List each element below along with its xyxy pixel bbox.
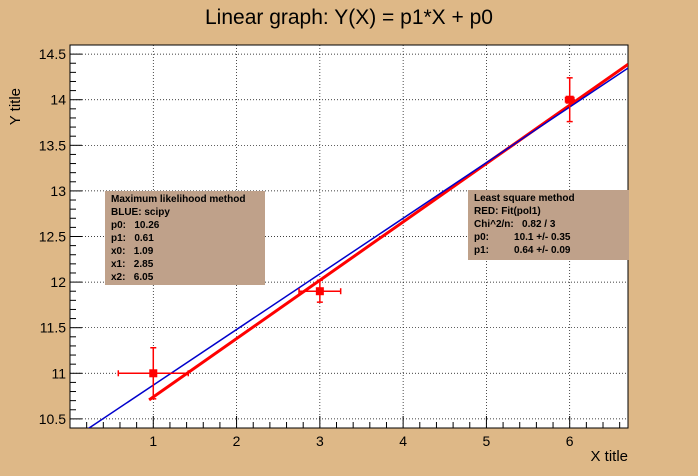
stats-line: RED: Fit(pol1) (474, 206, 541, 217)
x-axis-label: X title (590, 448, 628, 465)
x-tick-label: 4 (399, 433, 407, 449)
data-point (315, 287, 324, 296)
y-tick-label: 13.5 (39, 137, 66, 153)
x-tick-label: 6 (566, 433, 574, 449)
y-tick-label: 13 (50, 183, 66, 199)
stats-line: x0: 1.09 (111, 246, 154, 257)
stats-line: Maximum likelihood method (111, 194, 246, 205)
max-likelihood-stats-box: Maximum likelihood method BLUE: scipy p0… (105, 191, 265, 285)
x-tick-label: 3 (316, 433, 324, 449)
y-tick-label: 12.5 (39, 229, 66, 245)
y-tick-label: 11 (51, 365, 66, 381)
stats-line: BLUE: scipy (111, 207, 170, 218)
y-tick-label: 14.5 (39, 46, 66, 62)
blue-fit-line (87, 67, 628, 428)
data-point (565, 95, 574, 104)
stats-line: p0: 10.1 +/- 0.35 (474, 232, 571, 243)
stats-line: Chi^2/n: 0.82 / 3 (474, 219, 556, 230)
stats-line: p0: 10.26 (111, 220, 160, 231)
y-tick-label: 11.5 (40, 320, 66, 336)
y-tick-label: 10.5 (39, 411, 66, 427)
x-tick-label: 1 (149, 433, 157, 449)
stats-line: x2: 6.05 (111, 272, 154, 283)
y-tick-label: 14 (50, 92, 66, 108)
red-fit-line (148, 63, 628, 402)
data-points (117, 77, 575, 400)
least-square-stats-box: Least square method RED: Fit(pol1) Chi^2… (468, 190, 629, 260)
fit-lines (87, 63, 628, 428)
data-point (149, 369, 158, 378)
stats-line: p1: 0.61 (111, 233, 154, 244)
chart-title: Linear graph: Y(X) = p1*X + p0 (205, 6, 493, 29)
stats-line: p1: 0.64 +/- 0.09 (474, 245, 571, 256)
x-tick-label: 5 (483, 433, 491, 449)
x-tick-label: 2 (233, 433, 241, 449)
y-axis-label: Y title (7, 88, 24, 125)
stats-line: x1: 2.85 (111, 259, 154, 270)
y-tick-label: 12 (50, 274, 66, 290)
stats-line: Least square method (474, 193, 575, 204)
